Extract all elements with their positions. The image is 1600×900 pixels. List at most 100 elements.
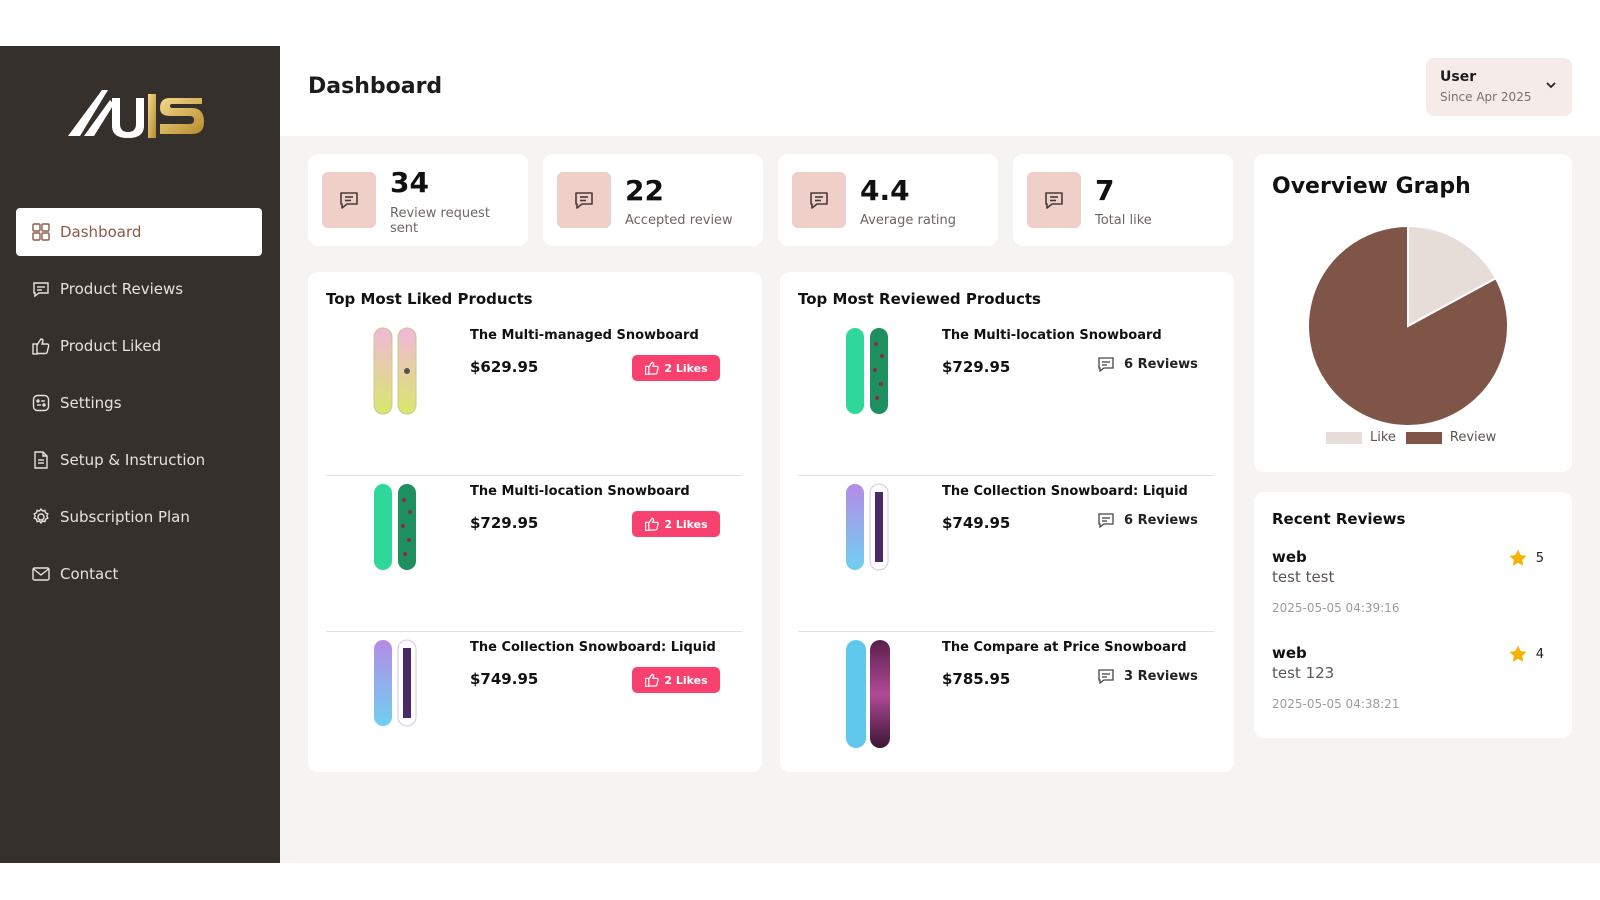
thumbs-up-icon — [645, 517, 660, 531]
mail-icon — [30, 563, 52, 585]
star-icon — [1509, 549, 1527, 566]
product-name: The Compare at Price Snowboard — [942, 640, 1187, 655]
star-icon — [1509, 645, 1527, 662]
message-icon — [30, 278, 52, 300]
legend-label-review: Review — [1449, 430, 1497, 445]
reviewer-name: web — [1272, 644, 1307, 662]
section-title: Top Most Reviewed Products — [798, 290, 1041, 308]
section-title: Top Most Liked Products — [326, 290, 533, 308]
message-icon — [792, 172, 846, 228]
product-price: $785.95 — [942, 670, 1011, 688]
sidebar-item-label: Product Reviews — [60, 280, 184, 298]
stat-value: 22 — [625, 174, 664, 207]
chart-legend: Like Review — [1326, 430, 1496, 445]
product-price: $729.95 — [942, 358, 1011, 376]
review-rating: 5 — [1508, 548, 1544, 568]
message-icon — [322, 172, 376, 228]
thumbs-up-icon — [645, 673, 660, 687]
stat-label: Accepted review — [625, 213, 733, 228]
review-count: 3 Reviews — [1096, 666, 1198, 686]
list-item[interactable]: The Collection Snowboard: Liquid $749.95… — [326, 632, 742, 788]
list-item[interactable]: The Multi-managed Snowboard $629.95 2 Li… — [326, 320, 742, 476]
chart-title: Overview Graph — [1272, 174, 1471, 199]
top-reviewed-products-card: Top Most Reviewed Products The Multi-loc… — [780, 272, 1234, 772]
product-name: The Multi-managed Snowboard — [470, 328, 699, 343]
pie-chart — [1307, 224, 1509, 427]
product-name: The Multi-location Snowboard — [942, 328, 1162, 343]
stat-value: 4.4 — [860, 174, 910, 207]
message-icon — [557, 172, 611, 228]
sidebar-item-label: Dashboard — [60, 223, 142, 241]
overview-graph-card: Overview Graph Like Review — [1254, 154, 1572, 472]
snowboard-image — [374, 639, 417, 727]
snowboard-image — [846, 328, 888, 414]
top-liked-products-card: Top Most Liked Products The Multi-manage… — [308, 272, 762, 772]
message-icon — [1098, 669, 1114, 685]
message-icon — [1027, 172, 1081, 228]
sidebar: Dashboard Product Reviews Product Liked … — [0, 46, 280, 863]
review-date: 2025-05-05 04:39:16 — [1272, 601, 1400, 615]
brand-logo[interactable] — [62, 76, 212, 146]
stat-card-average-rating: 4.4 Average rating — [778, 154, 998, 246]
rating-value: 5 — [1535, 550, 1544, 566]
sidebar-item-settings[interactable]: Settings — [16, 379, 262, 427]
stat-label: Review request sent — [390, 206, 490, 236]
pie-slice-like[interactable] — [1407, 224, 1498, 328]
product-name: The Collection Snowboard: Liquid — [942, 484, 1188, 499]
thumbs-up-icon — [645, 361, 660, 375]
sidebar-item-product-reviews[interactable]: Product Reviews — [16, 265, 262, 313]
gear-icon — [30, 506, 52, 528]
reviewer-name: web — [1272, 548, 1307, 566]
review-date: 2025-05-05 04:38:21 — [1272, 697, 1400, 711]
like-count: 2 Likes — [664, 673, 708, 687]
user-menu[interactable]: User Since Apr 2025 — [1426, 58, 1572, 116]
list-item[interactable]: The Collection Snowboard: Liquid $749.95… — [798, 476, 1214, 632]
sidebar-item-label: Settings — [60, 394, 122, 412]
sidebar-item-dashboard[interactable]: Dashboard — [16, 208, 262, 256]
review-count: 6 Reviews — [1096, 354, 1198, 374]
product-price: $749.95 — [942, 514, 1011, 532]
product-price: $729.95 — [470, 514, 539, 532]
review-item[interactable]: web test 123 2025-05-05 04:38:21 4 — [1272, 644, 1544, 711]
list-item[interactable]: The Compare at Price Snowboard $785.95 3… — [798, 632, 1214, 788]
legend-label-like: Like — [1370, 430, 1396, 445]
sidebar-item-product-liked[interactable]: Product Liked — [16, 322, 262, 370]
review-count-label: 3 Reviews — [1124, 668, 1198, 684]
sidebar-item-label: Product Liked — [60, 337, 162, 355]
stat-card-accepted-review: 22 Accepted review — [543, 154, 763, 246]
like-count-badge[interactable]: 2 Likes — [632, 667, 720, 693]
sidebar-item-contact[interactable]: Contact — [16, 550, 262, 598]
product-name: The Collection Snowboard: Liquid — [470, 640, 716, 655]
sidebar-item-setup-instruction[interactable]: Setup & Instruction — [16, 436, 262, 484]
like-count: 2 Likes — [664, 517, 708, 531]
like-count-badge[interactable]: 2 Likes — [632, 511, 720, 537]
list-item[interactable]: The Multi-location Snowboard $729.95 2 L… — [326, 476, 742, 632]
section-title: Recent Reviews — [1272, 510, 1406, 528]
thumbs-up-icon — [30, 335, 52, 357]
snowboard-image — [374, 484, 416, 570]
legend-swatch-like — [1326, 431, 1362, 444]
pie-slice-review[interactable] — [1307, 224, 1509, 427]
like-count-badge[interactable]: 2 Likes — [632, 355, 720, 381]
settings-icon — [30, 392, 52, 414]
sidebar-nav: Dashboard Product Reviews Product Liked … — [16, 208, 262, 607]
review-count: 6 Reviews — [1096, 510, 1198, 530]
stat-value: 34 — [390, 166, 429, 199]
review-count-label: 6 Reviews — [1124, 512, 1198, 528]
sidebar-item-label: Subscription Plan — [60, 508, 190, 526]
product-price: $629.95 — [470, 358, 539, 376]
review-item[interactable]: web test test 2025-05-05 04:39:16 5 — [1272, 548, 1544, 615]
review-text: test 123 — [1272, 664, 1335, 682]
user-since: Since Apr 2025 — [1440, 90, 1532, 104]
stat-label: Total like — [1095, 213, 1152, 228]
main-content: Dashboard User Since Apr 2025 34 Review … — [280, 46, 1600, 863]
sidebar-item-label: Contact — [60, 565, 119, 583]
stat-card-total-like: 7 Total like — [1013, 154, 1233, 246]
review-count-label: 6 Reviews — [1124, 356, 1198, 372]
chevron-down-icon — [1546, 82, 1556, 89]
app-frame: Dashboard Product Reviews Product Liked … — [0, 46, 1600, 863]
sidebar-item-subscription-plan[interactable]: Subscription Plan — [16, 493, 262, 541]
list-item[interactable]: The Multi-location Snowboard $729.95 6 R… — [798, 320, 1214, 476]
page-title: Dashboard — [308, 74, 443, 99]
like-count: 2 Likes — [664, 361, 708, 375]
